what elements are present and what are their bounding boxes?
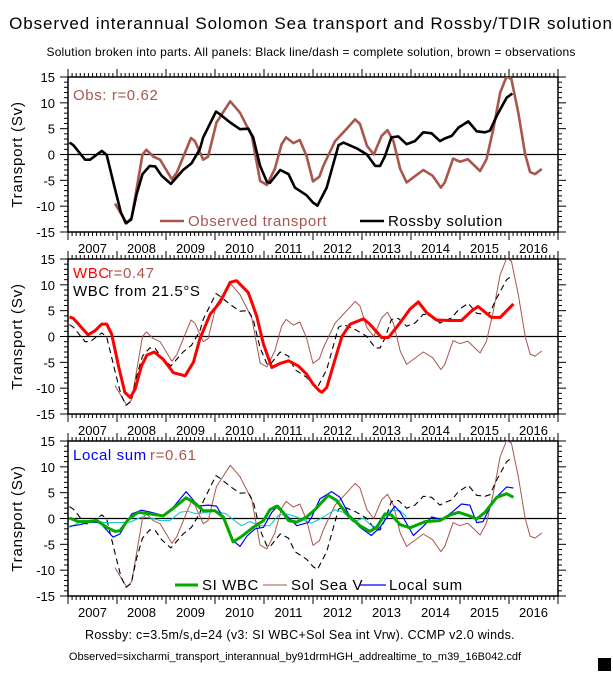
y-tick-label: 15 (41, 252, 55, 267)
x-tick-label: 2011 (275, 423, 303, 438)
y-tick-label: -15 (36, 225, 55, 240)
x-tick-label: 2009 (176, 605, 205, 620)
series-line-rossby (69, 457, 513, 588)
panel2-label-wbc: WBC (73, 265, 110, 282)
panel2-label-line2: WBC from 21.5°S (73, 283, 201, 300)
corner-square-marker (598, 658, 611, 671)
y-tick-label: 10 (41, 96, 55, 111)
x-tick-label: 2016 (519, 241, 548, 256)
panel3-label-r: r=0.61 (150, 447, 197, 464)
x-tick-label: 2013 (372, 605, 401, 620)
y-tick-label: -10 (36, 381, 55, 396)
y-axis-label: Transport (Sv) (9, 101, 26, 208)
y-tick-label: 0 (48, 148, 55, 163)
y-tick-label: -5 (43, 355, 55, 370)
legend-solsea-label: Sol Sea V (291, 577, 363, 594)
y-tick-label: -10 (36, 199, 55, 214)
x-tick-label: 2016 (519, 605, 548, 620)
legend-localsum-label: Local sum (389, 577, 463, 594)
x-tick-label: 2008 (127, 605, 156, 620)
x-tick-label: 2010 (225, 241, 254, 256)
x-tick-label: 2007 (78, 423, 107, 438)
x-tick-label: 2008 (127, 241, 156, 256)
x-tick-label: 2010 (225, 605, 254, 620)
legend-obs-label: Observed transport (188, 213, 327, 230)
y-axis-label: Transport (Sv) (9, 283, 26, 390)
x-tick-label: 2012 (323, 241, 352, 256)
panel3-label-localsum: Local sum (73, 447, 147, 464)
x-tick-label: 2010 (225, 423, 254, 438)
x-tick-label: 2007 (78, 605, 107, 620)
y-tick-label: -5 (43, 173, 55, 188)
x-tick-label: 2011 (275, 605, 303, 620)
footer-rossby-params: Rossby: c=3.5m/s,d=24 (v3: SI WBC+Sol Se… (85, 628, 515, 642)
chart-title: Observed interannual Solomon Sea transpo… (9, 14, 613, 33)
panel-2: 2007 2008 2009 2010 2011 2012 2013 2014 2015 2016… (9, 251, 566, 438)
x-tick-label: 2011 (275, 241, 303, 256)
y-tick-label: 0 (48, 512, 55, 527)
series-line-rossby (69, 275, 513, 406)
x-tick-label: 2014 (421, 605, 450, 620)
y-tick-label: -5 (43, 537, 55, 552)
y-tick-label: 5 (48, 304, 55, 319)
panel-1: 2007 2008 2009 2010 2011 2012 2013 2014 2015 2016… (9, 69, 566, 256)
y-tick-label: -15 (36, 589, 55, 604)
x-tick-label: 2016 (519, 423, 548, 438)
x-tick-label: 2007 (78, 241, 107, 256)
y-tick-label: 10 (41, 460, 55, 475)
y-tick-label: 5 (48, 486, 55, 501)
x-tick-label: 2015 (470, 423, 499, 438)
x-tick-label: 2013 (372, 423, 401, 438)
series-line-rossby (68, 92, 514, 225)
footer-observed-file: Observed=sixcharmi_transport_interannual… (69, 651, 522, 663)
series-line-obs (114, 259, 543, 406)
y-tick-label: 0 (48, 330, 55, 345)
x-tick-label: 2015 (470, 605, 499, 620)
x-tick-label: 2014 (421, 241, 450, 256)
legend-siwbc-label: SI WBC (202, 577, 259, 594)
chart-subtitle: Solution broken into parts. All panels: … (46, 45, 575, 59)
y-tick-label: 15 (41, 70, 55, 85)
x-tick-label: 2013 (372, 241, 401, 256)
panel-3: 2007 2008 2009 2010 2011 2012 2013 2014 2015 2016… (9, 433, 566, 620)
series-line-obs (113, 77, 543, 225)
panel2-label-r: r=0.47 (108, 265, 155, 282)
legend-rossby-label: Rossby solution (388, 213, 503, 230)
y-tick-label: -10 (36, 563, 55, 578)
x-tick-label: 2008 (127, 423, 156, 438)
y-tick-label: -15 (36, 407, 55, 422)
x-tick-label: 2009 (176, 423, 205, 438)
series-line-wbc (68, 279, 515, 399)
x-tick-label: 2012 (323, 423, 352, 438)
panel1-label: Obs: r=0.62 (73, 87, 158, 104)
series-line-siwbc (68, 492, 515, 544)
x-tick-label: 2015 (470, 241, 499, 256)
x-tick-label: 2014 (421, 423, 450, 438)
x-tick-label: 2009 (176, 241, 205, 256)
y-tick-label: 15 (41, 434, 55, 449)
x-tick-label: 2012 (323, 605, 352, 620)
y-tick-label: 10 (41, 278, 55, 293)
y-axis-label: Transport (Sv) (9, 465, 26, 572)
y-tick-label: 5 (48, 122, 55, 137)
